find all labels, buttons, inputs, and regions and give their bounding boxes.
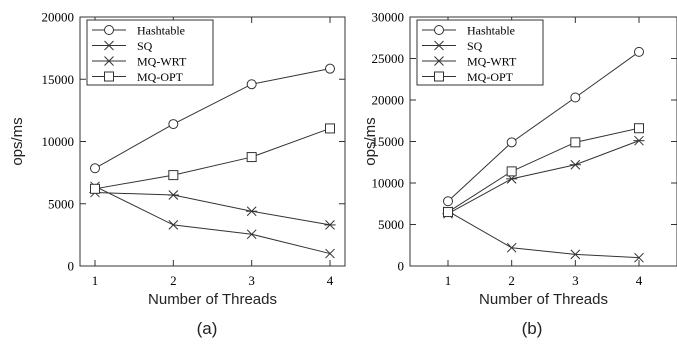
series-sq <box>90 181 335 259</box>
legend-marker <box>433 56 445 66</box>
x-tick-label: 1 <box>445 273 452 288</box>
series-line <box>447 140 640 215</box>
y-axis-title: ops/ms <box>362 117 379 165</box>
data-point <box>634 46 644 57</box>
y-tick-label: 20000 <box>372 93 405 108</box>
legend-label: MQ-WRT <box>137 55 187 69</box>
legend-marker <box>104 40 114 51</box>
legend-marker <box>434 25 444 35</box>
series-mq-wrt <box>442 135 645 219</box>
chart-caption: (a) <box>197 319 218 338</box>
data-point <box>325 248 335 259</box>
data-point <box>90 183 100 194</box>
legend-label: SQ <box>137 39 153 53</box>
y-tick-label: 0 <box>68 259 75 274</box>
data-point <box>570 249 581 260</box>
legend-marker <box>104 71 114 82</box>
x-tick-label: 3 <box>248 273 255 288</box>
data-point <box>570 137 581 148</box>
data-point <box>634 252 644 263</box>
series-hashtable <box>443 46 644 207</box>
data-point <box>506 242 517 253</box>
y-tick-label: 10000 <box>372 176 405 191</box>
y-axis-title: ops/ms <box>9 117 26 165</box>
x-tick-label: 4 <box>636 273 643 288</box>
series-line <box>447 51 640 202</box>
data-point <box>634 123 644 134</box>
legend-item: MQ-OPT <box>422 70 514 84</box>
series-sq <box>443 206 644 263</box>
x-tick-label: 1 <box>92 273 99 288</box>
x-tick-label: 4 <box>327 273 334 288</box>
y-tick-label: 30000 <box>372 10 405 25</box>
data-point <box>246 152 257 163</box>
series-line <box>94 68 331 169</box>
data-point <box>443 207 453 218</box>
y-tick-label: 10000 <box>42 134 75 149</box>
series-line <box>447 210 640 259</box>
x-axis-title: Number of Threads <box>479 291 608 308</box>
legend-item: MQ-OPT <box>92 70 184 84</box>
chart-b: 0 5000 10000 15000 20000 25000 30000 1 2 3 4 Number… <box>362 10 677 338</box>
x-tick-label: 3 <box>572 273 579 288</box>
y-tick-label: 5000 <box>48 196 74 211</box>
data-point <box>570 92 581 103</box>
data-point <box>167 190 179 200</box>
x-tick-label: 2 <box>508 273 515 288</box>
legend-marker <box>434 40 444 51</box>
legend-marker <box>434 71 444 82</box>
x-tick-label: 2 <box>170 273 177 288</box>
data-point <box>168 119 179 130</box>
data-point <box>569 159 581 170</box>
data-point <box>324 220 336 230</box>
y-tick-label: 15000 <box>42 72 75 87</box>
series-line <box>447 127 640 213</box>
data-point <box>168 220 179 230</box>
data-point <box>443 196 453 207</box>
legend-item: MQ-WRT <box>92 55 187 69</box>
data-point <box>246 229 257 240</box>
data-point <box>325 123 335 134</box>
y-tick-label: 15000 <box>372 134 405 149</box>
legend-marker <box>103 56 115 66</box>
legend-item: Hashtable <box>92 24 185 38</box>
data-point <box>246 79 257 90</box>
data-point <box>90 163 100 174</box>
series-line <box>94 185 331 255</box>
legend-label: SQ <box>467 39 483 53</box>
data-point <box>506 166 517 177</box>
legend-marker <box>104 25 114 35</box>
series-line <box>94 127 331 190</box>
legend-label: MQ-OPT <box>137 70 184 84</box>
data-point <box>325 63 335 74</box>
legend-item: SQ <box>422 39 483 53</box>
legend-label: MQ-WRT <box>467 55 517 69</box>
data-point <box>506 137 517 148</box>
legend-label: MQ-OPT <box>467 70 514 84</box>
legend-item: SQ <box>92 39 153 53</box>
y-tick-label: 20000 <box>42 10 75 25</box>
y-tick-label: 25000 <box>372 51 405 66</box>
y-tick-label: 5000 <box>378 217 404 232</box>
data-point <box>168 170 179 181</box>
data-point <box>633 135 645 146</box>
data-point <box>246 206 258 217</box>
chart-caption: (b) <box>522 319 543 338</box>
series-mq-opt <box>443 123 644 218</box>
series-mq-wrt <box>89 187 336 230</box>
x-axis-title: Number of Threads <box>148 291 277 308</box>
legend-label: Hashtable <box>467 24 515 38</box>
legend-item: Hashtable <box>422 24 515 38</box>
legend-item: MQ-WRT <box>422 55 517 69</box>
series-line <box>94 192 331 226</box>
y-tick-label: 0 <box>398 259 405 274</box>
series-hashtable <box>90 63 335 174</box>
legend-label: Hashtable <box>137 24 185 38</box>
chart-a: 0 5000 10000 15000 20000 1 2 3 4 Number of Thread… <box>9 10 346 338</box>
series-mq-opt <box>90 123 335 194</box>
